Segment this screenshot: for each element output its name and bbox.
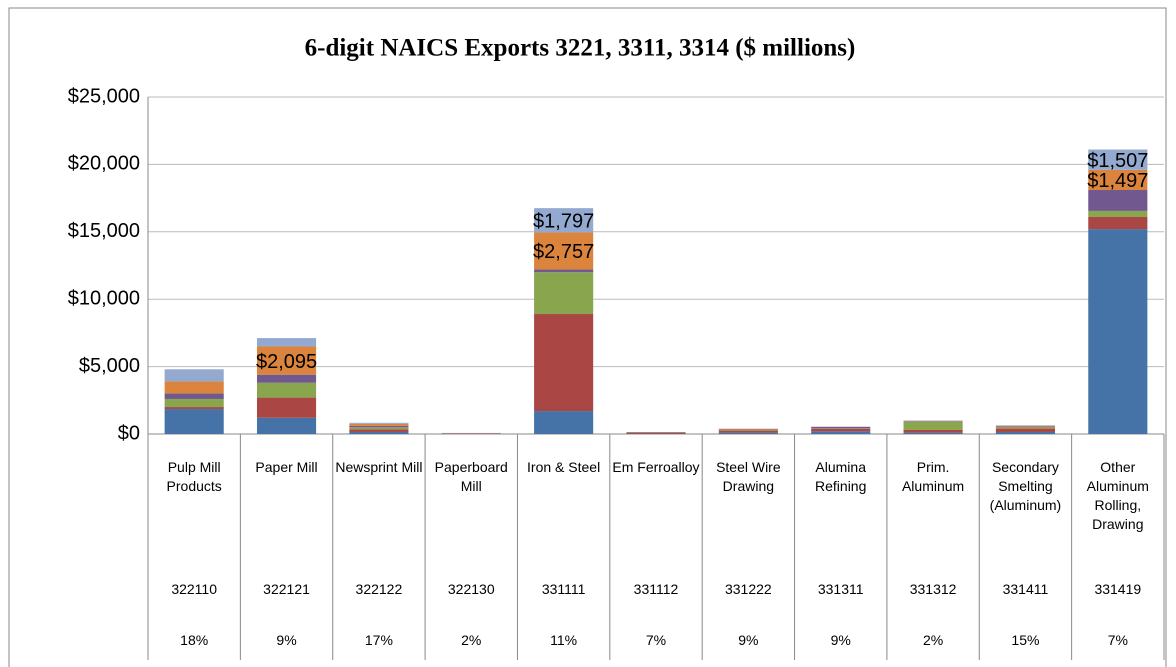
bar-segment [718, 429, 778, 431]
data-label: $1,797 [533, 211, 594, 233]
bar-segment [349, 425, 409, 428]
bar-segment [718, 430, 778, 433]
data-label: $1,497 [1087, 170, 1148, 192]
category-share: 2% [922, 632, 944, 648]
category-code: 322130 [447, 581, 495, 597]
category-code: 331311 [817, 581, 864, 597]
x-tick-label: Em Ferroalloy [612, 459, 700, 475]
category-code: 331312 [909, 581, 957, 597]
x-tick-label: Prim. Aluminum [901, 459, 965, 494]
bar-segment [903, 421, 963, 430]
x-tick-label: Paper Mill [255, 459, 318, 475]
bar-segment [164, 409, 224, 434]
bar-segment [349, 423, 409, 426]
bar-segment [256, 417, 317, 434]
bar-segment [995, 427, 1056, 429]
bar-segment [164, 398, 224, 408]
bar-segment [256, 338, 317, 347]
y-tick-label: $15,000 [68, 220, 140, 242]
category-code: 331222 [724, 581, 772, 597]
bar-segment [534, 411, 594, 434]
bar-segment [1088, 229, 1148, 434]
y-tick-label: $0 [118, 422, 140, 444]
category-code: 331411 [1002, 581, 1049, 597]
bar-segment [626, 432, 686, 434]
bar-segment [995, 425, 1056, 427]
x-tick-label: Alumina Refining [815, 459, 867, 494]
x-tick-label: Paperboard Mill [434, 459, 508, 494]
data-label: $2,095 [256, 351, 317, 373]
bar-segment [811, 426, 871, 429]
bar-segment [534, 269, 594, 273]
bar-segment [164, 381, 224, 394]
bar-segment [718, 432, 778, 434]
data-label: $1,507 [1087, 150, 1148, 172]
bar-segment [718, 428, 778, 430]
bar-segment [534, 272, 594, 315]
bar-segment [1088, 149, 1148, 170]
category-share: 18% [180, 632, 209, 648]
category-share: 17% [364, 632, 393, 648]
category-share: 9% [738, 632, 759, 648]
bar-segment [534, 208, 594, 233]
y-tick-label: $5,000 [79, 355, 140, 377]
x-tick-label: Iron & Steel [527, 459, 601, 475]
category-code: 331111 [541, 581, 586, 597]
category-share: 2% [461, 632, 482, 648]
category-share: 15% [1011, 632, 1040, 648]
y-tick-label: $10,000 [68, 287, 140, 309]
bar-segment [349, 431, 409, 434]
bar-segment [995, 426, 1056, 428]
category-code: 331112 [633, 581, 679, 597]
bar-segment [1088, 169, 1148, 191]
bar-segment [811, 431, 871, 434]
bar-segment [1088, 216, 1148, 230]
category-share: 11% [550, 632, 578, 648]
bar-segment [534, 314, 594, 412]
bar-segment [164, 393, 224, 399]
category-share: 7% [645, 632, 667, 648]
bar-segment [995, 431, 1056, 434]
y-tick-label: $25,000 [68, 85, 140, 107]
category-share: 7% [1107, 632, 1128, 648]
bar-segment [903, 429, 963, 433]
bar-segment [256, 397, 317, 418]
bar-segment [903, 420, 963, 422]
bar-segment [256, 346, 317, 375]
x-tick-label: Steel Wire Drawing [716, 459, 781, 494]
bar-segment [164, 407, 224, 410]
x-tick-label: Pulp Mill Products [166, 459, 222, 494]
bar-segment [256, 382, 317, 398]
category-code: 322122 [355, 581, 403, 597]
bar-segment [903, 432, 963, 434]
category-code: 322121 [263, 581, 310, 597]
bar-segment [349, 422, 409, 424]
bar-segment [349, 429, 409, 432]
bar-segment [1088, 210, 1148, 217]
category-code: 331419 [1094, 581, 1142, 597]
category-code: 322110 [171, 581, 218, 597]
bar-segment [995, 428, 1056, 432]
x-tick-label: Secondary Smelting (Aluminum) [989, 459, 1062, 513]
x-tick-label: Other Aluminum Rolling, Drawing [1086, 459, 1149, 532]
y-tick-label: $20,000 [68, 153, 140, 175]
category-share: 9% [830, 632, 851, 648]
bar-segment [811, 428, 871, 432]
bar-segment [534, 232, 594, 270]
x-tick-label: Newsprint Mill [335, 459, 423, 475]
bar-segment [164, 369, 224, 382]
bar-segment [995, 425, 1056, 426]
bar-segment [349, 427, 409, 430]
bar-segment [256, 374, 317, 383]
data-label: $2,757 [533, 241, 594, 263]
bar-segment [1088, 190, 1148, 211]
chart-title: 6-digit NAICS Exports 3221, 3311, 3314 (… [305, 35, 856, 62]
category-share: 9% [276, 632, 297, 648]
